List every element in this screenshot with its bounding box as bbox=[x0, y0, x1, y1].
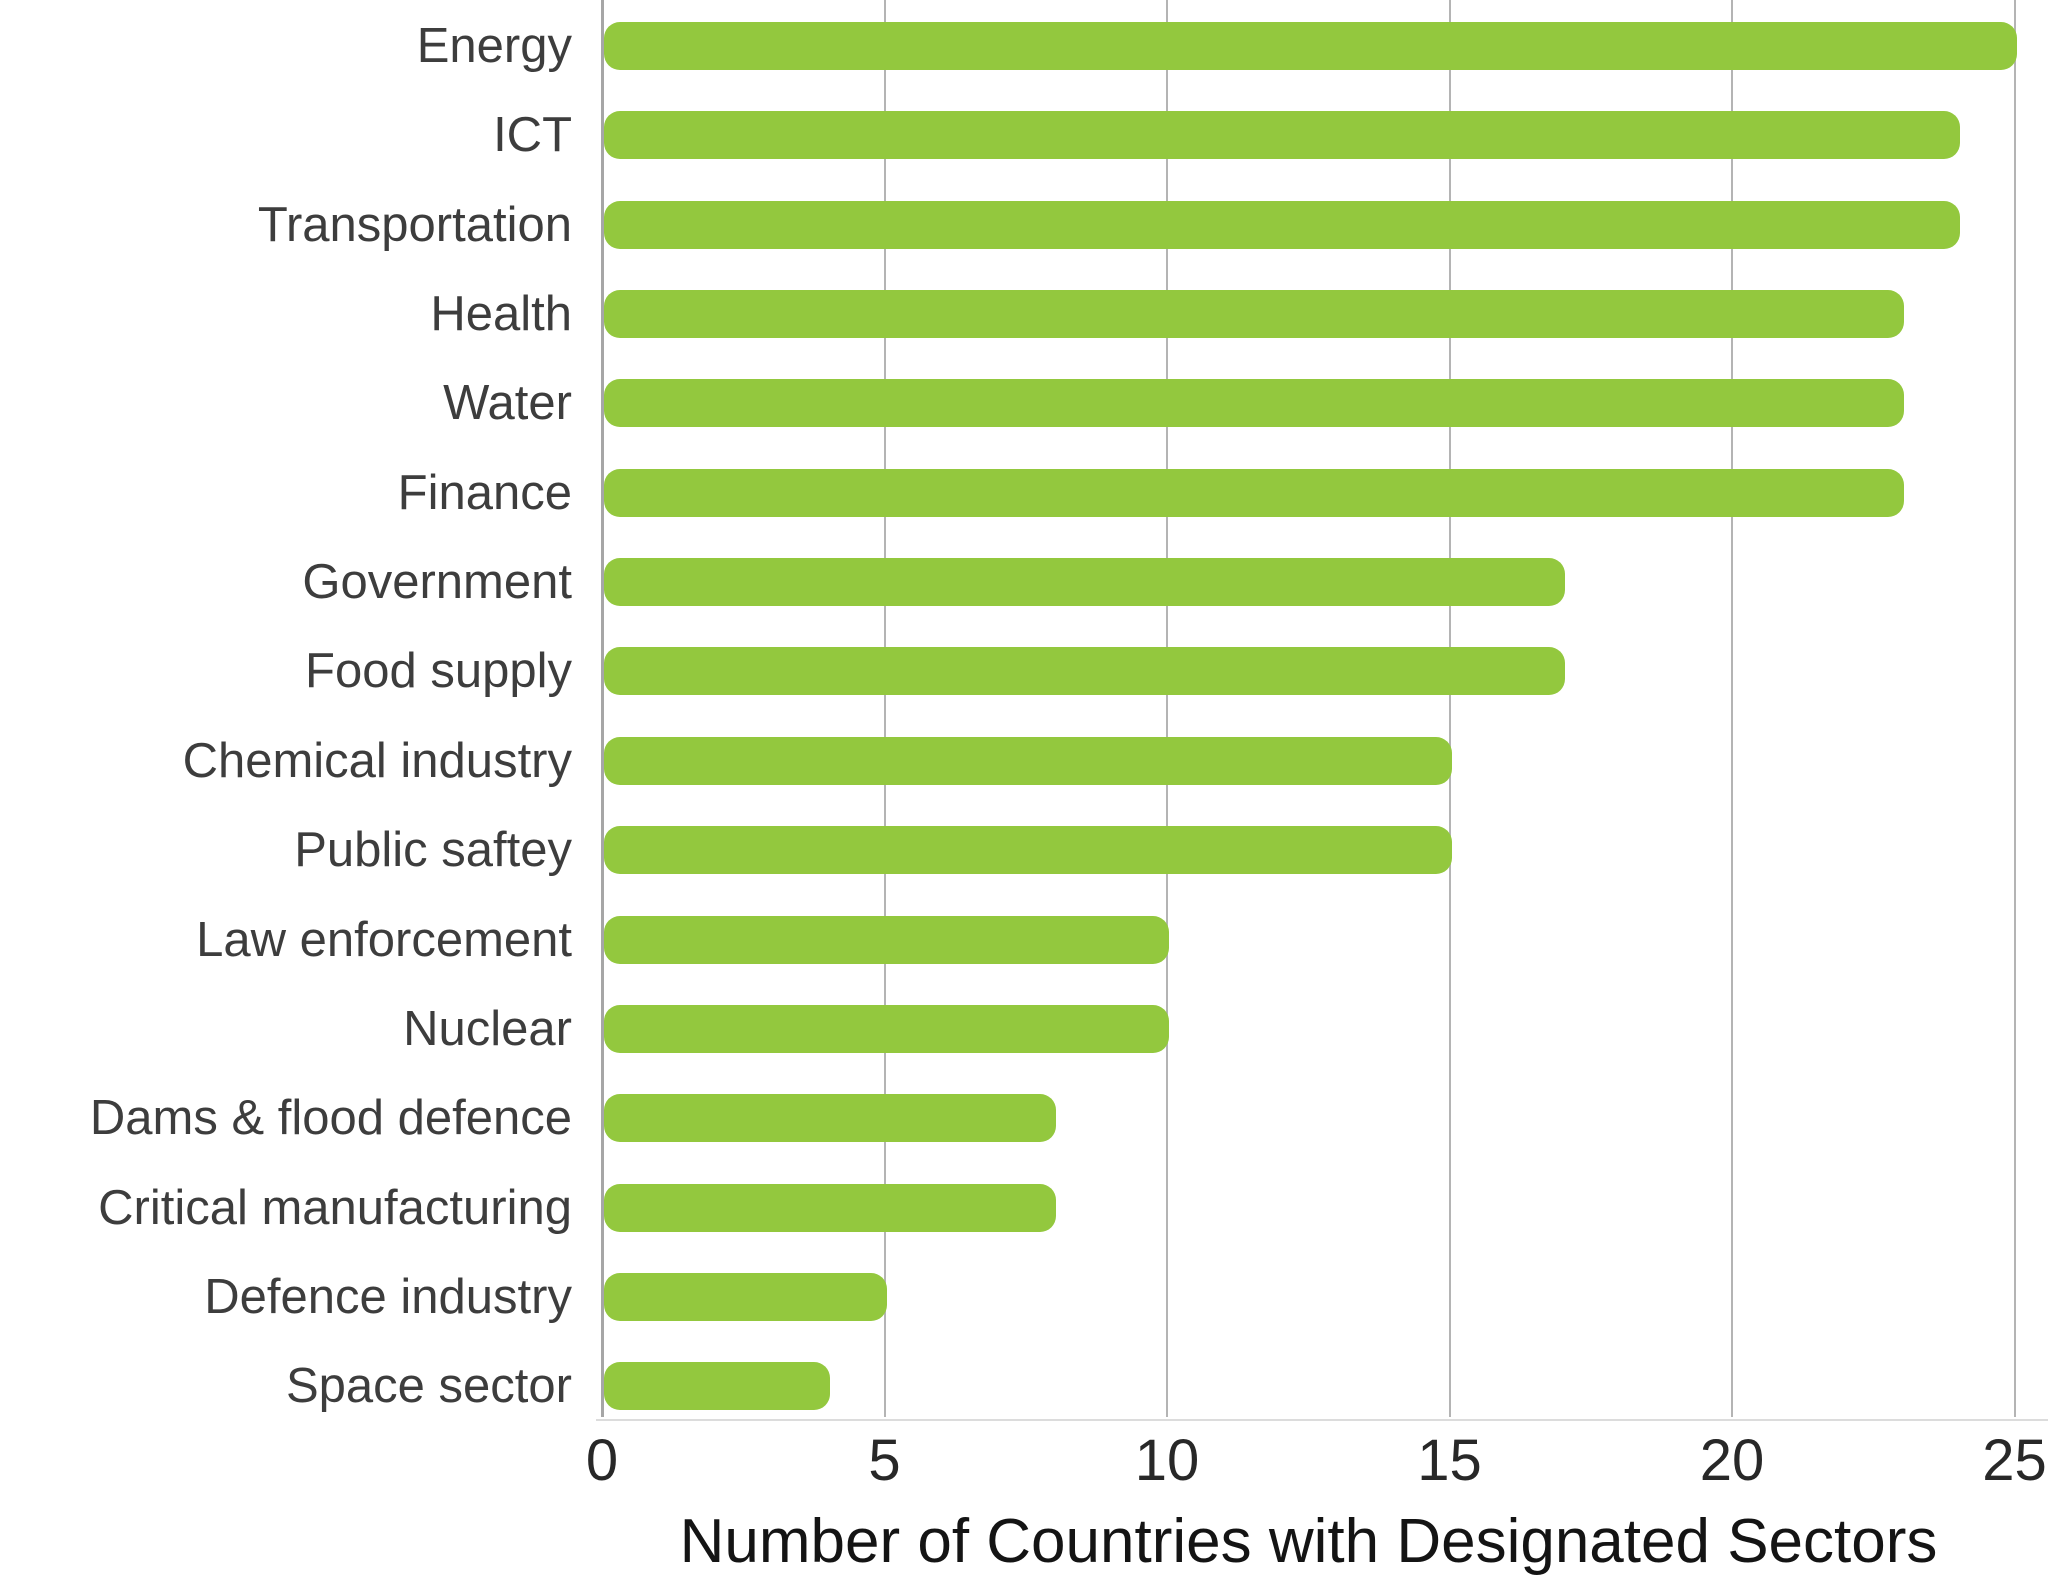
bar-health bbox=[604, 290, 1904, 339]
bar-defence-industry bbox=[604, 1272, 887, 1321]
category-label: Public saftey bbox=[294, 823, 572, 878]
bar-space-sector bbox=[604, 1362, 830, 1411]
x-tick-label-25: 25 bbox=[1982, 1428, 2047, 1493]
y-axis-line bbox=[600, 0, 604, 1417]
gridline-x-15 bbox=[1448, 0, 1451, 1417]
gridline-x-5 bbox=[883, 0, 886, 1417]
category-label: Food supply bbox=[305, 644, 572, 699]
x-tick-label-10: 10 bbox=[1134, 1428, 1200, 1493]
category-label: Defence industry bbox=[204, 1269, 572, 1324]
category-label: Critical manufacturing bbox=[98, 1180, 572, 1235]
gridline-x-20 bbox=[1731, 0, 1733, 1417]
bar-law-enforcement bbox=[604, 915, 1169, 964]
x-axis-title: Number of Countries with Designated Sect… bbox=[679, 1507, 1938, 1576]
bar-energy bbox=[604, 22, 2017, 70]
bar-ict bbox=[604, 111, 1960, 160]
category-label: Dams & flood defence bbox=[89, 1091, 572, 1146]
bar-government bbox=[604, 558, 1565, 607]
category-label: Transportation bbox=[257, 197, 572, 252]
bar-finance bbox=[604, 468, 1904, 517]
x-axis-baseline bbox=[596, 1419, 2048, 1421]
bar-public-saftey bbox=[604, 826, 1452, 875]
bar-transportation bbox=[604, 200, 1960, 249]
gridline-x-10 bbox=[1166, 0, 1168, 1417]
category-label: Space sector bbox=[286, 1359, 572, 1414]
bar-critical-manufacturing bbox=[604, 1183, 1056, 1232]
bar-water bbox=[604, 379, 1904, 428]
category-label: Water bbox=[443, 376, 572, 431]
x-tick-label-0: 0 bbox=[585, 1428, 619, 1493]
gridline-x-25 bbox=[2013, 0, 2016, 1417]
bar-chemical-industry bbox=[604, 736, 1452, 785]
category-label: Chemical industry bbox=[182, 733, 572, 788]
category-label: Finance bbox=[397, 465, 572, 520]
category-label: Nuclear bbox=[403, 1001, 572, 1056]
category-label: Energy bbox=[416, 19, 572, 73]
x-tick-label-5: 5 bbox=[868, 1428, 901, 1493]
category-label: ICT bbox=[493, 108, 572, 163]
category-label: Government bbox=[302, 555, 572, 610]
category-label: Law enforcement bbox=[196, 912, 572, 967]
category-label: Health bbox=[430, 287, 572, 342]
bar-dams-flood-defence bbox=[604, 1094, 1056, 1143]
bar-nuclear bbox=[604, 1004, 1169, 1053]
x-tick-label-15: 15 bbox=[1417, 1428, 1482, 1493]
bar-food-supply bbox=[604, 647, 1565, 696]
x-tick-label-20: 20 bbox=[1699, 1428, 1765, 1493]
